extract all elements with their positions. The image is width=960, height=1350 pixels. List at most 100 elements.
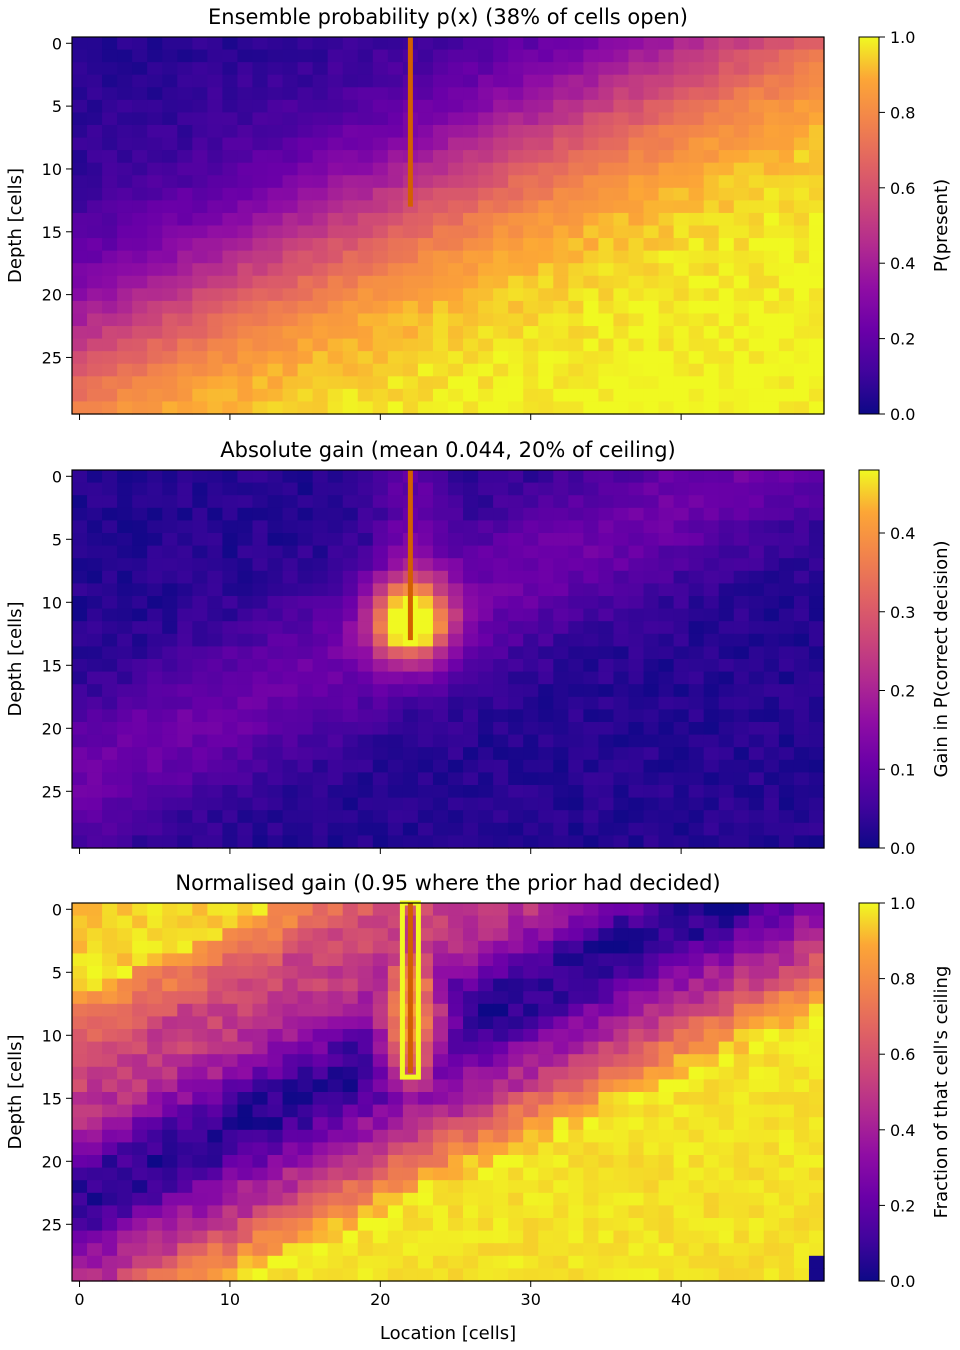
heatmap-cell <box>207 684 223 698</box>
heatmap-cell <box>463 1029 479 1043</box>
heatmap-cell <box>688 1054 705 1068</box>
heatmap-cell <box>162 1192 178 1206</box>
heatmap-cell <box>553 175 569 189</box>
heatmap-cell <box>417 187 434 201</box>
heatmap-cell <box>192 1180 208 1194</box>
heatmap-cell <box>688 1268 705 1282</box>
heatmap-cell <box>207 671 223 685</box>
heatmap-cell <box>207 300 223 315</box>
heatmap-cell <box>793 633 810 647</box>
heatmap-cell <box>658 49 675 63</box>
heatmap-cell <box>147 1117 163 1131</box>
heatmap-cell <box>673 1268 690 1282</box>
heatmap-cell <box>147 250 163 264</box>
heatmap-cell <box>72 112 88 126</box>
heatmap-cell <box>147 62 163 76</box>
heatmap-cell <box>748 275 765 289</box>
heatmap-cell <box>177 376 193 390</box>
heatmap-cell <box>718 338 735 352</box>
heatmap-cell <box>282 200 299 214</box>
heatmap-cell <box>478 137 494 151</box>
heatmap-cell <box>508 1054 524 1068</box>
heatmap-cell <box>327 659 344 673</box>
heatmap-cell <box>673 1180 690 1194</box>
heatmap-cell <box>628 137 645 151</box>
heatmap-cell <box>387 583 404 597</box>
heatmap-cell <box>117 696 133 710</box>
heatmap-cell <box>327 797 344 811</box>
heatmap-cell <box>658 759 675 773</box>
heatmap-cell <box>508 835 524 849</box>
heatmap-cell <box>478 275 494 289</box>
heatmap-cell <box>387 300 404 315</box>
heatmap-cell <box>162 507 178 521</box>
heatmap-cell <box>463 507 479 521</box>
heatmap-cell <box>192 772 208 786</box>
heatmap-cell <box>523 722 539 736</box>
heatmap-cell <box>297 87 314 101</box>
heatmap-cell <box>508 338 524 352</box>
heatmap-cell <box>538 275 554 289</box>
heatmap-cell <box>387 1054 404 1068</box>
heatmap-cell <box>192 1016 208 1030</box>
heatmap-cell <box>583 1268 599 1282</box>
heatmap-cell <box>402 1218 419 1232</box>
heatmap-cell <box>282 671 299 685</box>
heatmap-cell <box>568 1230 584 1244</box>
heatmap-cell <box>132 313 148 327</box>
heatmap-cell <box>222 351 239 365</box>
heatmap-cell <box>267 187 284 201</box>
heatmap-cell <box>177 797 193 811</box>
y-tick-label: 5 <box>52 530 62 549</box>
heatmap-cell <box>553 558 569 572</box>
heatmap-cell <box>658 1117 675 1131</box>
heatmap-cell <box>432 175 449 189</box>
heatmap-cell <box>733 747 750 761</box>
panel-probability: Ensemble probability p(x) (38% of cells … <box>5 5 952 424</box>
heatmap-cell <box>748 835 765 849</box>
heatmap-cell <box>327 1205 344 1219</box>
heatmap-cell <box>628 351 645 365</box>
heatmap-cell <box>387 200 404 214</box>
heatmap-cell <box>718 1054 735 1068</box>
heatmap-cell <box>237 1192 254 1206</box>
heatmap-cell <box>778 1041 795 1055</box>
heatmap-cell <box>568 1192 584 1206</box>
heatmap-cell <box>102 1104 118 1118</box>
heatmap-cell <box>508 1029 524 1043</box>
heatmap-cell <box>628 1016 645 1030</box>
heatmap-cell <box>733 545 750 559</box>
heatmap-cell <box>162 300 178 315</box>
heatmap-cell <box>493 570 509 584</box>
heatmap-cell <box>568 633 584 647</box>
heatmap-cell <box>87 263 103 277</box>
heatmap-cell <box>793 646 810 660</box>
heatmap-cell <box>102 734 118 748</box>
heatmap-cell <box>117 1066 133 1080</box>
heatmap-cell <box>327 99 344 113</box>
heatmap-cell <box>342 495 359 509</box>
heatmap-cell <box>102 953 118 967</box>
heatmap-cell <box>87 772 103 786</box>
heatmap-cell <box>147 388 163 403</box>
heatmap-cell <box>583 1016 599 1030</box>
heatmap-cell <box>432 300 449 315</box>
heatmap-cell <box>508 1255 524 1269</box>
heatmap-cell <box>267 696 284 710</box>
heatmap-cell <box>793 74 810 88</box>
heatmap-cell <box>207 137 223 151</box>
heatmap-cell <box>417 338 434 352</box>
heatmap-cell <box>342 351 359 365</box>
heatmap-cell <box>763 722 780 736</box>
heatmap-cell <box>342 1104 359 1118</box>
heatmap-cell <box>402 1192 419 1206</box>
heatmap-cell <box>673 401 690 415</box>
heatmap-cell <box>102 596 118 610</box>
heatmap-cell <box>508 1167 524 1181</box>
heatmap-cell <box>432 162 449 176</box>
heatmap-cell <box>282 1167 299 1181</box>
heatmap-cell <box>357 263 374 277</box>
heatmap-cell <box>267 966 284 980</box>
heatmap-cell <box>553 300 569 315</box>
heatmap-cell <box>463 633 479 647</box>
